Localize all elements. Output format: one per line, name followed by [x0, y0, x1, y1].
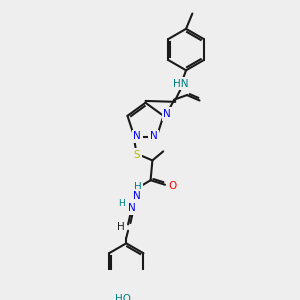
Text: O: O: [168, 181, 176, 190]
Text: N: N: [150, 131, 158, 141]
Text: S: S: [134, 150, 140, 160]
Text: HN: HN: [173, 79, 188, 89]
Text: N: N: [133, 131, 141, 141]
Text: H: H: [134, 182, 142, 192]
Text: N: N: [128, 203, 136, 213]
Text: N: N: [163, 109, 171, 119]
Text: HO: HO: [115, 294, 131, 300]
Text: H: H: [118, 199, 125, 208]
Text: H: H: [117, 222, 125, 232]
Text: N: N: [133, 190, 141, 201]
